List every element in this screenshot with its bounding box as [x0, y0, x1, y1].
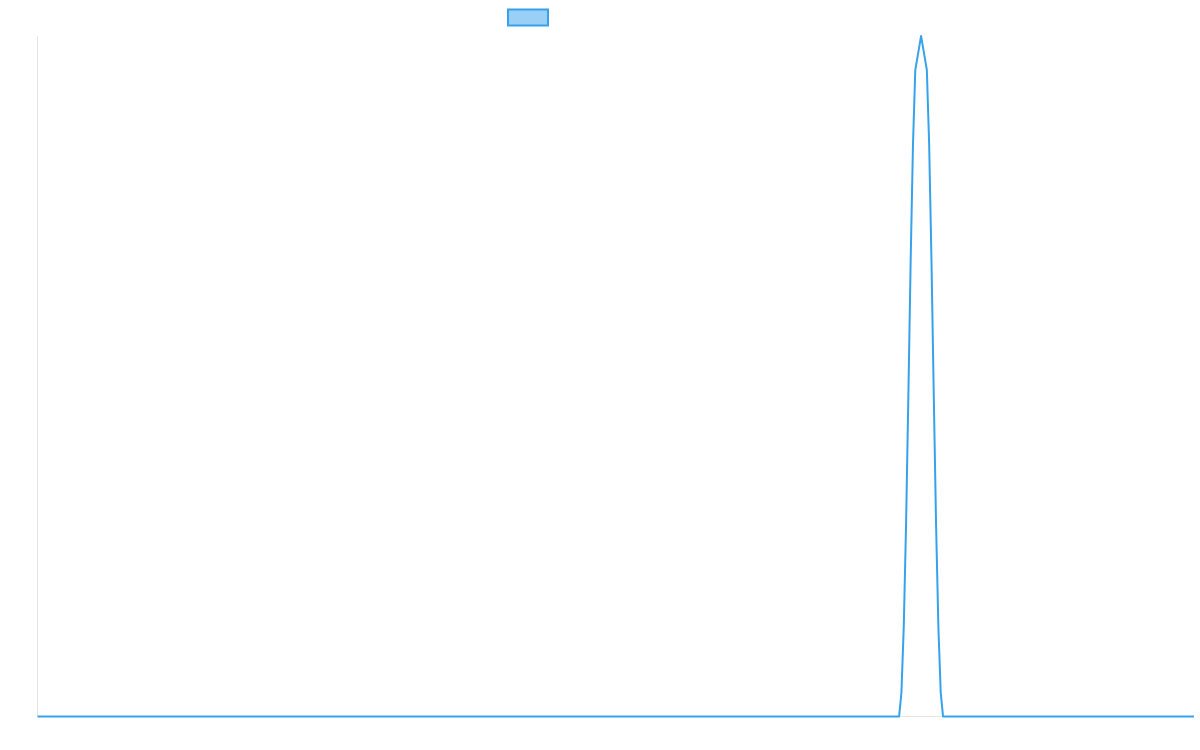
series-layer — [37, 35, 1194, 718]
legend-swatch[interactable] — [507, 8, 549, 27]
legend[interactable] — [507, 8, 549, 27]
series-line-0 — [37, 35, 1194, 718]
